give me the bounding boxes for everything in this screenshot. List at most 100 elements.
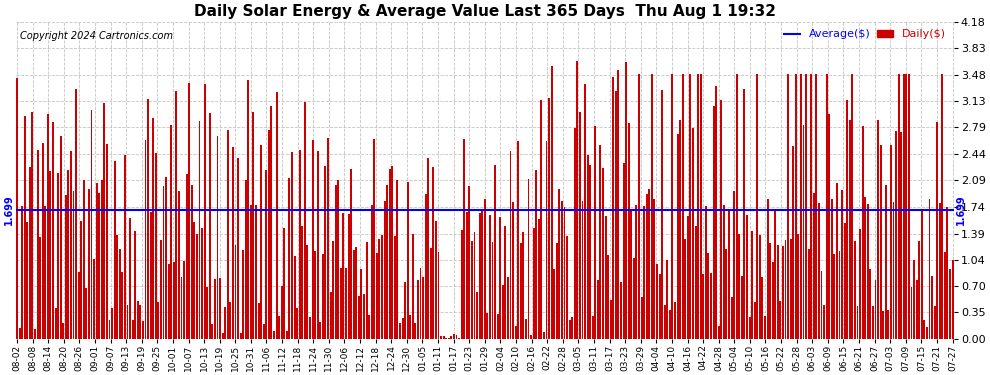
Bar — [856, 306, 858, 339]
Bar — [307, 245, 309, 339]
Bar — [864, 197, 866, 339]
Title: Daily Solar Energy & Average Value Last 365 Days  Thu Aug 1 19:32: Daily Solar Energy & Average Value Last … — [194, 4, 776, 19]
Bar — [553, 269, 555, 339]
Bar — [787, 74, 789, 339]
Bar — [162, 186, 164, 339]
Bar — [420, 268, 422, 339]
Bar — [455, 335, 457, 339]
Bar — [695, 226, 697, 339]
Bar — [152, 118, 154, 339]
Bar — [618, 70, 620, 339]
Bar — [389, 169, 391, 339]
Bar — [453, 334, 455, 339]
Bar — [697, 74, 699, 339]
Bar — [941, 74, 943, 339]
Bar — [417, 280, 419, 339]
Bar — [851, 74, 853, 339]
Bar — [363, 294, 365, 339]
Bar — [741, 276, 742, 339]
Bar — [309, 317, 311, 339]
Bar — [926, 327, 928, 339]
Bar — [669, 310, 671, 339]
Bar — [645, 194, 647, 339]
Bar — [433, 167, 435, 339]
Bar — [576, 61, 578, 339]
Bar — [167, 264, 169, 339]
Bar — [877, 120, 879, 339]
Bar — [29, 166, 31, 339]
Bar — [934, 306, 936, 339]
Bar — [784, 240, 786, 339]
Bar — [766, 199, 768, 339]
Bar — [458, 338, 460, 339]
Bar — [338, 180, 340, 339]
Bar — [320, 322, 321, 339]
Bar — [774, 210, 776, 339]
Bar — [116, 235, 118, 339]
Bar — [412, 234, 414, 339]
Bar — [109, 320, 111, 339]
Bar — [571, 317, 573, 339]
Bar — [550, 66, 552, 339]
Bar — [900, 132, 902, 339]
Bar — [555, 243, 557, 339]
Bar — [27, 222, 29, 339]
Bar — [428, 159, 430, 339]
Bar — [106, 144, 108, 339]
Bar — [262, 324, 264, 339]
Bar — [510, 151, 512, 339]
Bar — [916, 280, 918, 339]
Bar — [476, 292, 478, 339]
Bar — [386, 184, 388, 339]
Bar — [872, 306, 874, 339]
Bar — [761, 278, 763, 339]
Bar — [270, 106, 272, 339]
Bar — [160, 240, 162, 339]
Bar — [676, 134, 678, 339]
Bar — [88, 189, 90, 339]
Bar — [748, 317, 750, 339]
Bar — [145, 140, 147, 339]
Bar — [217, 136, 219, 339]
Legend: Average($), Daily($): Average($), Daily($) — [781, 27, 948, 42]
Bar — [186, 174, 187, 339]
Bar — [792, 146, 794, 339]
Bar — [734, 191, 736, 339]
Bar — [568, 320, 570, 339]
Bar — [548, 98, 550, 339]
Bar — [653, 199, 655, 339]
Bar — [530, 335, 532, 339]
Bar — [446, 338, 447, 339]
Bar — [492, 242, 493, 339]
Bar — [813, 193, 815, 339]
Bar — [759, 235, 760, 339]
Bar — [816, 74, 818, 339]
Bar — [636, 205, 638, 339]
Bar — [494, 165, 496, 339]
Bar — [880, 146, 882, 339]
Bar — [558, 189, 560, 339]
Bar — [335, 185, 337, 339]
Bar — [650, 74, 652, 339]
Bar — [705, 206, 707, 339]
Bar — [140, 304, 142, 339]
Bar — [579, 112, 581, 339]
Bar — [764, 315, 766, 339]
Bar — [949, 269, 951, 339]
Bar — [62, 323, 64, 339]
Bar — [620, 282, 622, 339]
Bar — [628, 123, 630, 339]
Bar — [463, 140, 465, 339]
Bar — [473, 232, 475, 339]
Bar — [54, 308, 56, 339]
Bar — [610, 300, 612, 339]
Bar — [689, 74, 691, 339]
Bar — [42, 142, 44, 339]
Bar — [533, 228, 535, 339]
Bar — [751, 231, 753, 339]
Bar — [368, 315, 370, 339]
Bar — [538, 219, 540, 339]
Bar — [753, 302, 755, 339]
Bar — [365, 242, 367, 339]
Bar — [739, 234, 741, 339]
